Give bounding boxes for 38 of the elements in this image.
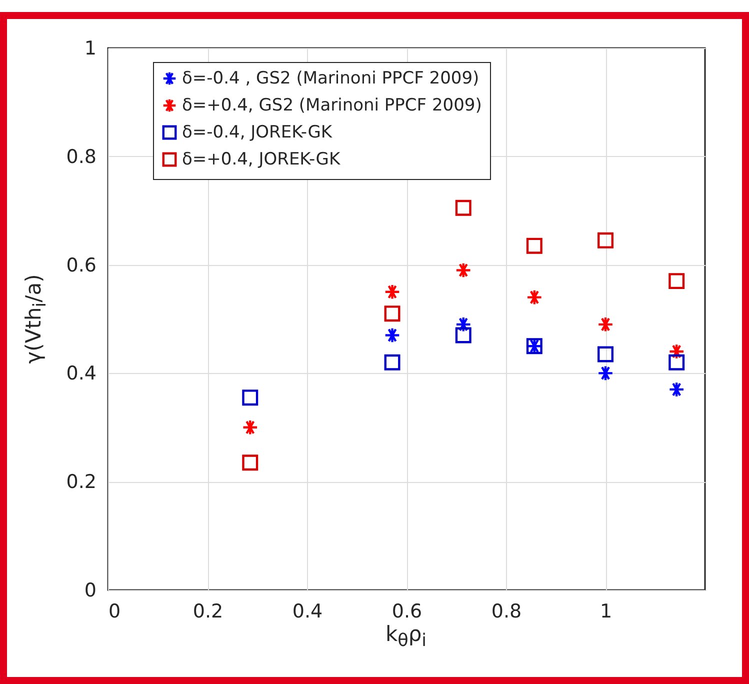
point [384,354,400,370]
x-tick-label: 0.6 [392,600,422,622]
point [242,390,258,406]
point [598,365,614,382]
x-tick-label: 0.4 [292,600,323,622]
y-tick-label: 1 [84,38,96,60]
y-tick-label: 0.4 [66,362,96,385]
point [668,354,685,370]
x-tick-label: 0.8 [491,600,522,622]
x-axis-title: k$_{θ}$ρ$_{i}$ [385,622,427,652]
point [526,289,542,306]
point [242,454,258,471]
point [668,273,685,290]
point [526,238,542,254]
legend-label: δ=-0.4 , GS2 (Marinoni PPCF 2009) [182,68,480,88]
legend-label: δ=+0.4, GS2 (Marinoni PPCF 2009) [182,96,482,116]
point [668,381,685,398]
point [455,316,472,332]
point [598,232,614,248]
legend-label: δ=+0.4, JOREK-GK [182,150,341,170]
y-tick-label: 0.2 [66,471,96,494]
legend-label: δ=-0.4, JOREK-GK [182,122,333,142]
point [455,327,472,344]
x-tick-label: 0 [108,600,121,622]
y-tick-label: 0.6 [66,254,96,276]
point [455,262,472,278]
point [455,200,472,216]
point [598,316,614,332]
point [598,346,614,362]
y-tick-label: 0 [84,580,96,602]
point [384,327,400,344]
point [242,419,258,436]
point [384,284,400,300]
point [668,344,685,360]
x-tick-label: 0.2 [192,600,224,622]
y-tick-label: 0.8 [66,146,96,168]
point [384,306,400,322]
x-tick-label: 1 [600,600,612,622]
